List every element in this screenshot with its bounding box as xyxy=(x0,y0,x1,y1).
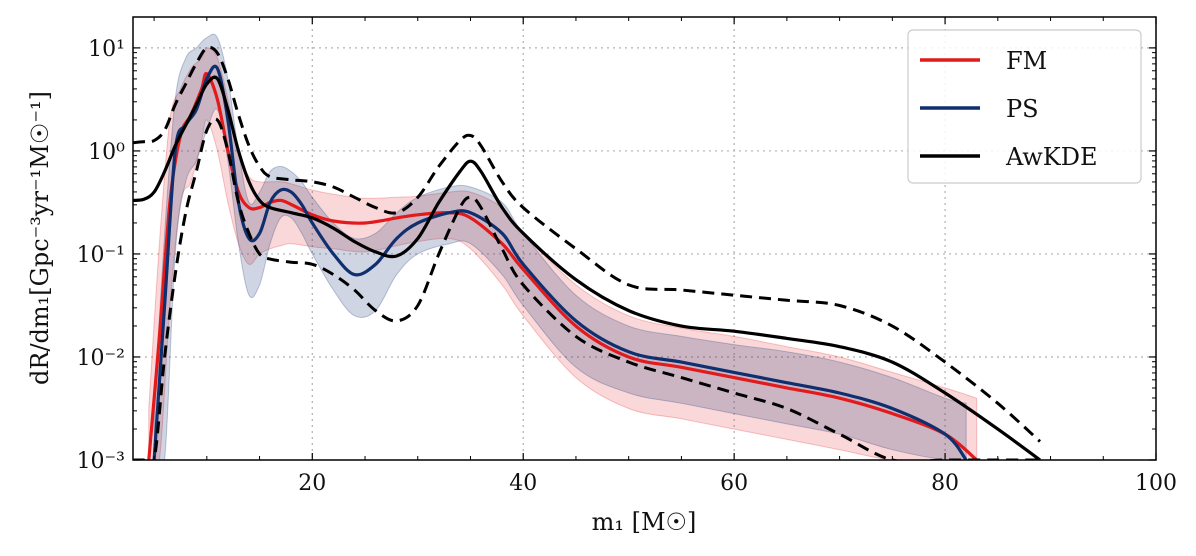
y-tick-label-2: 10⁻¹ xyxy=(77,243,125,268)
legend-label-fm: FM xyxy=(1006,47,1047,75)
plot-frame xyxy=(132,16,1157,461)
series-lines xyxy=(133,45,1042,460)
x-tick-label-20: 20 xyxy=(298,471,326,496)
x-tick-label-40: 40 xyxy=(509,471,537,496)
legend-box xyxy=(907,29,1142,184)
axis-ticks: 20 40 60 80 100 10⁻³ 10⁻² 10⁻¹ 10⁰ 10¹ xyxy=(77,17,1177,496)
x-tick-label-60: 60 xyxy=(720,471,748,496)
y-tick-label-1: 10⁻² xyxy=(77,346,125,371)
y-axis-label: dR/dm₁[Gpc⁻³yr⁻¹M☉⁻¹] xyxy=(26,91,54,385)
awkde-line xyxy=(133,75,1041,460)
legend-label-awkde: AwKDE xyxy=(1005,143,1098,171)
y-tick-label-0: 10⁻³ xyxy=(77,449,125,474)
confidence-bands xyxy=(148,33,978,460)
x-tick-label-100: 100 xyxy=(1135,471,1177,496)
y-tick-label-4: 10¹ xyxy=(88,37,125,62)
ps-band xyxy=(153,33,967,460)
awkde-lower-dashed xyxy=(133,117,1040,460)
x-axis-label: m₁ [M☉] xyxy=(592,508,697,536)
legend: FM PS AwKDE xyxy=(907,29,1142,184)
y-tick-label-3: 10⁰ xyxy=(88,140,125,165)
legend-label-ps: PS xyxy=(1006,95,1039,123)
fm-band xyxy=(148,47,978,460)
x-tick-label-80: 80 xyxy=(931,471,959,496)
